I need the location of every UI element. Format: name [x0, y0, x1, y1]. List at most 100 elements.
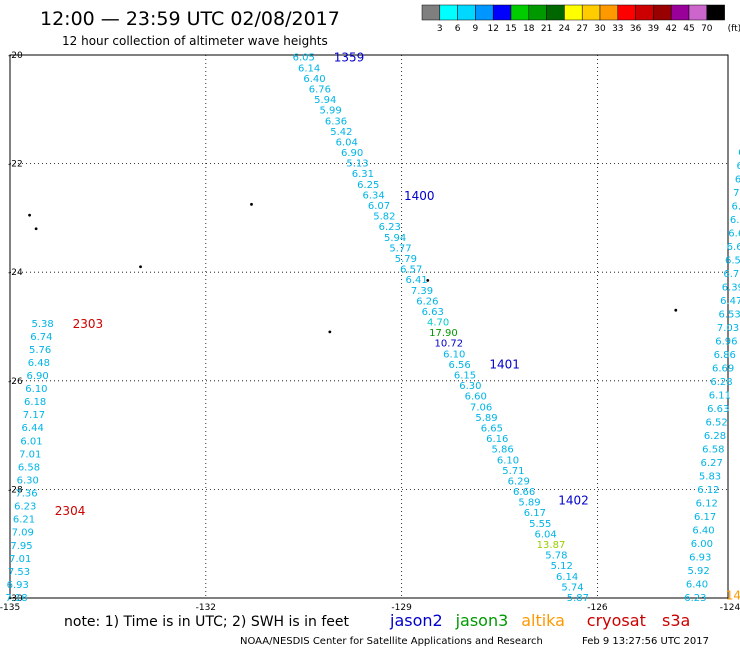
- wave-height-value: 6.63: [707, 404, 729, 415]
- wave-height-value: 7.01: [9, 554, 31, 565]
- wave-height-value: 6.71: [723, 269, 740, 280]
- wave-height-value: 7.36: [15, 489, 37, 500]
- scale-swatch: [439, 4, 458, 21]
- wave-height-value: 5.78: [545, 551, 567, 562]
- footer-credit: NOAA/NESDIS Center for Satellite Applica…: [240, 636, 543, 647]
- wave-height-value: 6.96: [715, 336, 737, 347]
- wave-height-value: 7.39: [411, 286, 433, 297]
- wave-height-value: 6.16: [486, 434, 508, 445]
- wave-height-value: 5.42: [330, 127, 352, 138]
- island-dot: [426, 278, 430, 282]
- y-tick-label: -22: [8, 160, 23, 170]
- wave-height-value: 6.65: [481, 423, 503, 434]
- wave-height-value: 6.25: [357, 180, 379, 191]
- track-time-label: 1402: [558, 493, 589, 507]
- wave-height-value: 6.85: [732, 201, 740, 212]
- track-time-label: 2303: [73, 317, 104, 331]
- scale-swatch: [670, 4, 690, 21]
- wave-height-value: 6.87: [730, 215, 740, 226]
- island-dot: [139, 265, 142, 269]
- wave-height-value: 6.90: [27, 371, 49, 382]
- scale-swatch: [528, 4, 547, 21]
- wave-height-value: 6.40: [303, 74, 325, 85]
- wave-height-value: 7.07: [733, 188, 740, 199]
- wave-height-value: 6.76: [309, 84, 331, 95]
- color-scale: 3 6 9 12 15 18 21 24 27 30 33 36 39 42 45 70 (ft): [421, 4, 740, 34]
- wave-height-value: 6.60: [465, 392, 487, 403]
- wave-height-value: 6.23: [14, 502, 36, 513]
- wave-height-value: 7.53: [8, 567, 30, 578]
- wave-height-value: 6.58: [18, 462, 40, 473]
- wave-height-value: 6.14: [298, 63, 320, 74]
- grid: [9, 54, 729, 599]
- wave-height-value: 5.71: [502, 466, 524, 477]
- wave-height-value: 6.17: [694, 512, 716, 523]
- scale-swatch: [688, 4, 708, 21]
- satellite-name: jason3: [455, 611, 509, 630]
- satellite-name: altika: [521, 611, 565, 630]
- island-dot: [28, 213, 31, 217]
- scale-tick-label: 24: [559, 24, 571, 34]
- wave-height-value: 5.13: [346, 159, 368, 170]
- wave-height-value: 6.36: [325, 116, 347, 127]
- scale-tick-label: 15: [505, 24, 516, 34]
- wave-height-value: 6.23: [684, 593, 706, 604]
- scale-tick-label: 33: [612, 24, 623, 34]
- plot-frame: [9, 54, 729, 599]
- wave-height-value: 6.34: [362, 190, 384, 201]
- scale-swatch: [617, 4, 636, 21]
- wave-height-value: 6.69: [712, 363, 734, 374]
- scale-tick-label: 39: [648, 24, 660, 34]
- y-tick-label: -26: [8, 377, 23, 387]
- island-dot: [674, 308, 678, 312]
- wave-height-value: 6.40: [686, 579, 708, 590]
- x-tick-label: -124: [720, 603, 740, 613]
- satellite-legend: jason2 jason3 altika cryosat s3a: [389, 611, 690, 630]
- wave-height-value: 5.79: [395, 254, 417, 265]
- wave-height-value: 6.10: [443, 349, 465, 360]
- wave-height-value: 6.53: [718, 309, 740, 320]
- wave-height-value: 6.01: [20, 436, 42, 447]
- wave-height-value: 6.30: [459, 381, 481, 392]
- scale-swatch: [421, 4, 441, 21]
- satellite-name: jason2: [389, 611, 443, 630]
- wave-height-value: 6.64: [727, 242, 740, 253]
- scale-swatch: [475, 4, 494, 21]
- chart-subtitle: 12 hour collection of altimeter wave hei…: [62, 34, 328, 48]
- wave-height-value: 6.00: [691, 539, 713, 550]
- wave-height-value: 7.06: [470, 402, 492, 413]
- wave-height-value: 6.28: [710, 377, 732, 388]
- wave-height-value: 5.94: [314, 95, 336, 106]
- wave-height-value: 5.83: [699, 471, 721, 482]
- wave-height-value: 6.86: [714, 350, 736, 361]
- axes: -135-132-129-126-123-124-20-22-24-26-28-…: [0, 51, 740, 613]
- scale-swatch: [510, 4, 530, 21]
- scale-swatch: [653, 4, 672, 21]
- track-time-label: 1359: [334, 51, 365, 65]
- wave-height-value: 6.64: [738, 147, 740, 158]
- wave-height-value: 6.29: [508, 476, 530, 487]
- wave-height-value: 6.48: [28, 358, 50, 369]
- wave-height-value: 6.12: [697, 485, 719, 496]
- wave-height-value: 6.18: [24, 397, 46, 408]
- wave-height-value: 6.14: [556, 572, 578, 583]
- wave-height-value: 6.63: [422, 307, 444, 318]
- wave-height-value: 6.30: [17, 475, 39, 486]
- footer-timestamp: Feb 9 13:27:56 UTC 2017: [582, 636, 709, 647]
- scale-swatch: [564, 4, 583, 21]
- wave-height-value: 6.53: [725, 255, 740, 266]
- wave-height-value: 5.89: [475, 413, 497, 424]
- scale-swatch: [457, 4, 476, 21]
- scale-tick-label: 30: [594, 24, 606, 34]
- island-dot: [328, 330, 332, 334]
- scale-tick-label: 70: [701, 24, 713, 34]
- wave-height-value: 6.74: [30, 332, 52, 343]
- island-dot: [34, 227, 38, 231]
- wave-height-value: 6.39: [722, 282, 740, 293]
- scale-tick-label: 45: [683, 24, 694, 34]
- chart-title: 12:00 — 23:59 UTC 02/08/2017: [40, 8, 340, 30]
- wave-height-value: 6.66: [513, 487, 535, 498]
- wave-height-value: 6.31: [352, 169, 374, 180]
